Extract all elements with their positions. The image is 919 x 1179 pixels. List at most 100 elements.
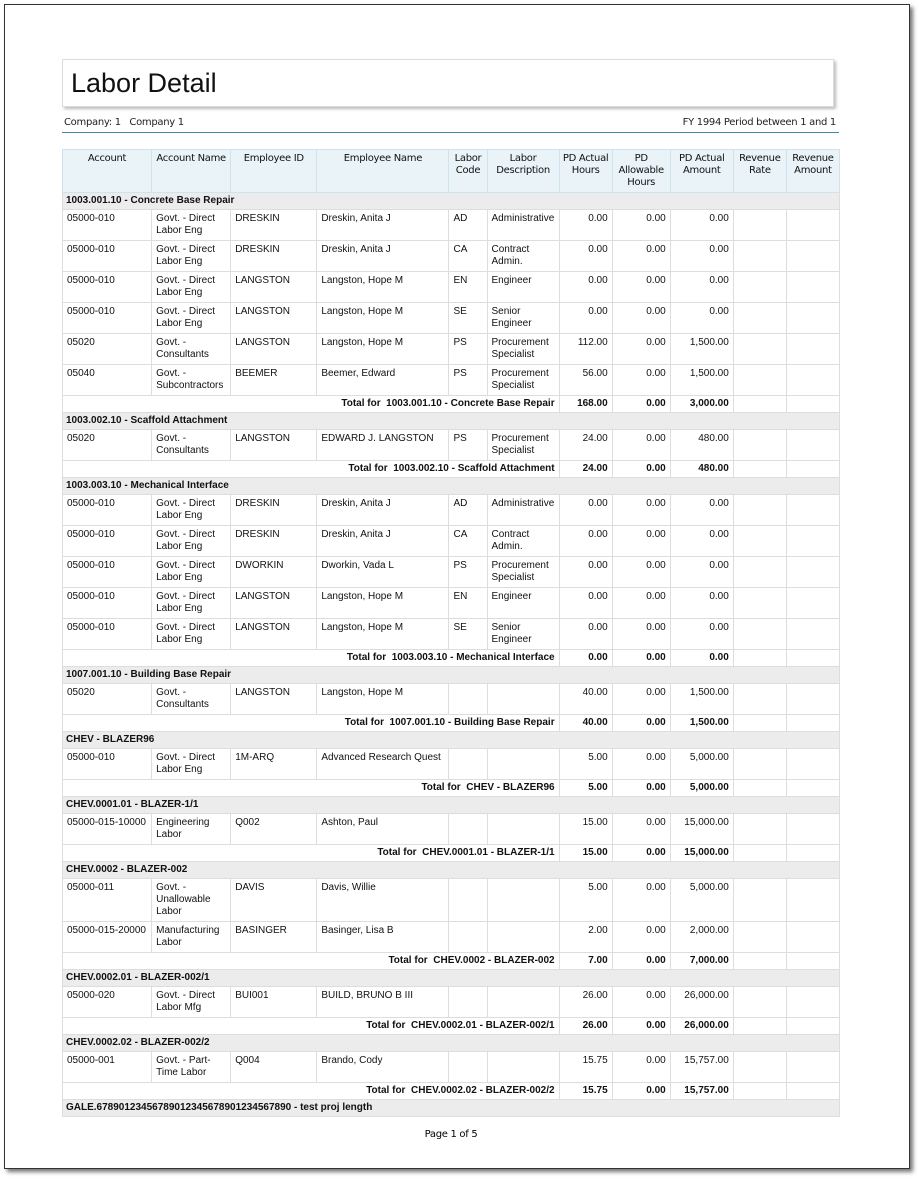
total-label: Total for 1007.001.10 - Building Base Re… (62, 714, 560, 732)
cell: 05000-010 (61, 556, 153, 588)
cell: 5,000.00 (669, 878, 734, 922)
cell: 5,000.00 (669, 779, 734, 797)
cell (785, 302, 841, 334)
cell: Ashton, Paul (316, 813, 450, 845)
cell: 0.00 (611, 986, 671, 1018)
cell: 0.00 (558, 494, 613, 526)
cell: Manufacturing Labor (151, 921, 232, 953)
cell: Procurement Specialist (486, 364, 560, 396)
cell: 15.00 (558, 844, 613, 862)
cell: 26.00 (558, 986, 613, 1018)
cell: 05000-015-10000 (61, 813, 153, 845)
cell: 0.00 (611, 714, 671, 732)
cell (732, 878, 787, 922)
cell (732, 683, 787, 715)
table-row: 05000-010 Govt. - Direct Labor Eng DWORKIN… (61, 556, 841, 588)
cell: 0.00 (611, 1082, 671, 1100)
total-row: Total for 1007.001.10 - Building Base Re… (62, 714, 841, 732)
cell: 0.00 (669, 271, 734, 303)
cell: LANGSTON (230, 429, 318, 461)
cell: 0.00 (611, 779, 671, 797)
cell: 05040 (61, 364, 153, 396)
cell: 0.00 (611, 556, 671, 588)
cell (785, 1017, 841, 1035)
cell: 5.00 (558, 779, 613, 797)
cell: 05000-010 (61, 302, 153, 334)
cell: Govt. - Direct Labor Mfg (151, 986, 232, 1018)
cell: 2,000.00 (669, 921, 734, 953)
table-row: 05000-010 Govt. - Direct Labor Eng LANGSTO… (61, 271, 841, 303)
cell (448, 748, 488, 780)
cell (732, 429, 787, 461)
total-row: Total for CHEV.0001.01 - BLAZER-1/1 15.00… (62, 844, 841, 862)
group-header-row: CHEV.0002.02 - BLAZER-002/2 (62, 1034, 840, 1052)
column-header: Revenue Amount (785, 149, 841, 193)
cell (785, 779, 841, 797)
cell (448, 813, 488, 845)
cell (785, 460, 841, 478)
cell: Langston, Hope M (316, 618, 450, 650)
cell: 0.00 (558, 271, 613, 303)
group-title: 1003.001.10 - Concrete Base Repair (62, 192, 840, 210)
cell: 0.00 (558, 240, 613, 272)
group-header-row: 1003.003.10 - Mechanical Interface (62, 477, 840, 495)
cell: Govt. - Consultants (151, 429, 232, 461)
cell: 0.00 (611, 460, 671, 478)
cell: 1,500.00 (669, 683, 734, 715)
cell (785, 271, 841, 303)
cell: DWORKIN (230, 556, 318, 588)
cell (486, 813, 560, 845)
cell: 1,500.00 (669, 333, 734, 365)
cell: 0.00 (669, 618, 734, 650)
cell: Govt. - Direct Labor Eng (151, 240, 232, 272)
group-header-row: 1003.002.10 - Scaffold Attachment (62, 412, 840, 430)
table-row: 05000-010 Govt. - Direct Labor Eng 1M-ARQ A… (61, 748, 841, 780)
cell (785, 333, 841, 365)
cell: 0.00 (611, 878, 671, 922)
cell (732, 395, 787, 413)
group-header-row: CHEV.0002 - BLAZER-002 (62, 861, 840, 879)
cell (732, 714, 787, 732)
cell: LANGSTON (230, 587, 318, 619)
cell: Advanced Research Quest (316, 748, 450, 780)
group-title: 1003.002.10 - Scaffold Attachment (62, 412, 840, 430)
cell: 0.00 (669, 240, 734, 272)
table-row: 05020 Govt. - Consultants LANGSTON Langston… (61, 333, 841, 365)
total-label: Total for CHEV.0002.01 - BLAZER-002/1 (62, 1017, 560, 1035)
cell: LANGSTON (230, 683, 318, 715)
cell (732, 333, 787, 365)
cell (785, 683, 841, 715)
cell: 40.00 (558, 714, 613, 732)
cell (448, 878, 488, 922)
group-title: CHEV - BLAZER96 (62, 731, 840, 749)
cell (732, 921, 787, 953)
total-row: Total for CHEV.0002 - BLAZER-002 7.00 0.00… (62, 952, 841, 970)
cell (785, 844, 841, 862)
cell (732, 952, 787, 970)
cell: 26,000.00 (669, 986, 734, 1018)
cell (486, 748, 560, 780)
cell: DRESKIN (230, 209, 318, 241)
column-header: Labor Code (448, 149, 488, 193)
cell: Davis, Willie (316, 878, 450, 922)
group-header-row: CHEV - BLAZER96 (62, 731, 840, 749)
cell: 0.00 (669, 494, 734, 526)
cell: DAVIS (230, 878, 318, 922)
cell: 05020 (61, 429, 153, 461)
cell: 0.00 (611, 364, 671, 396)
cell (785, 494, 841, 526)
cell: 05000-001 (61, 1051, 153, 1083)
cell (732, 271, 787, 303)
cell: Govt. - Direct Labor Eng (151, 618, 232, 650)
table-row: 05020 Govt. - Consultants LANGSTON EDWARD J… (61, 429, 841, 461)
cell: 05000-020 (61, 986, 153, 1018)
cell: 480.00 (669, 460, 734, 478)
cell (732, 813, 787, 845)
total-row: Total for 1003.003.10 - Mechanical Inter… (62, 649, 841, 667)
cell (732, 1017, 787, 1035)
cell: Senior Engineer (486, 302, 560, 334)
cell (732, 364, 787, 396)
cell: Beemer, Edward (316, 364, 450, 396)
cell: BUI001 (230, 986, 318, 1018)
cell (785, 986, 841, 1018)
